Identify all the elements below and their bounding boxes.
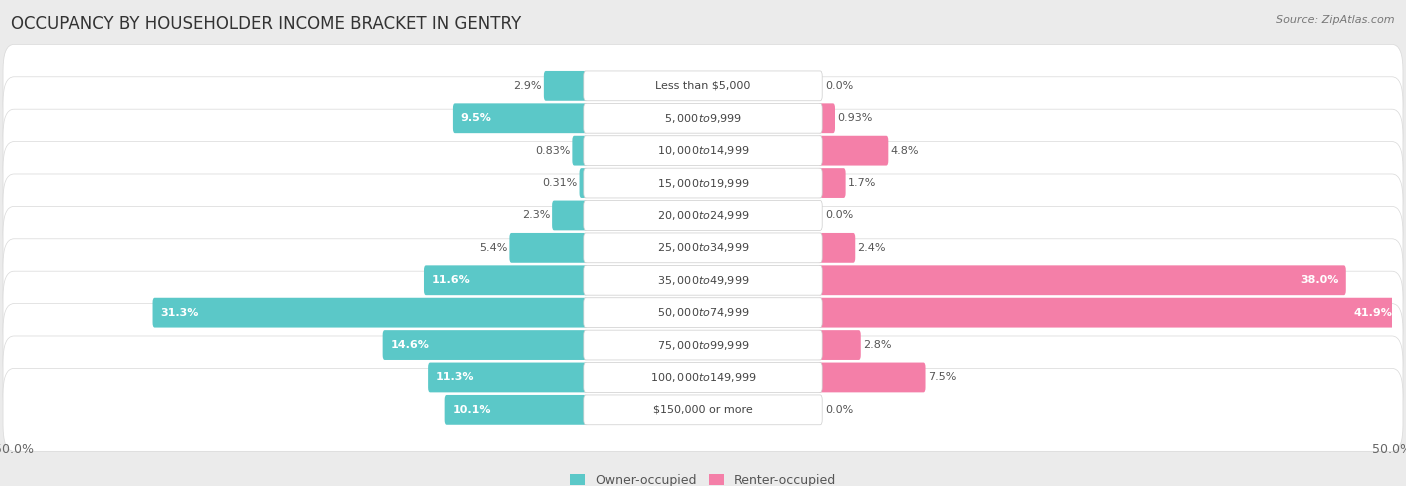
FancyBboxPatch shape bbox=[818, 104, 835, 133]
Text: 0.83%: 0.83% bbox=[534, 146, 571, 156]
Text: 2.9%: 2.9% bbox=[513, 81, 541, 91]
Text: 2.4%: 2.4% bbox=[858, 243, 886, 253]
Text: 0.0%: 0.0% bbox=[825, 405, 853, 415]
Text: $75,000 to $99,999: $75,000 to $99,999 bbox=[657, 339, 749, 351]
Legend: Owner-occupied, Renter-occupied: Owner-occupied, Renter-occupied bbox=[565, 469, 841, 486]
Text: 10.1%: 10.1% bbox=[453, 405, 491, 415]
FancyBboxPatch shape bbox=[583, 201, 823, 230]
Text: 41.9%: 41.9% bbox=[1353, 308, 1392, 318]
FancyBboxPatch shape bbox=[583, 298, 823, 328]
FancyBboxPatch shape bbox=[3, 44, 1403, 127]
Text: $25,000 to $34,999: $25,000 to $34,999 bbox=[657, 242, 749, 254]
FancyBboxPatch shape bbox=[572, 136, 588, 166]
FancyBboxPatch shape bbox=[3, 368, 1403, 451]
FancyBboxPatch shape bbox=[818, 233, 855, 263]
FancyBboxPatch shape bbox=[3, 174, 1403, 257]
FancyBboxPatch shape bbox=[583, 168, 823, 198]
Text: 0.0%: 0.0% bbox=[825, 210, 853, 221]
FancyBboxPatch shape bbox=[453, 104, 588, 133]
FancyBboxPatch shape bbox=[583, 330, 823, 360]
Text: 11.6%: 11.6% bbox=[432, 275, 471, 285]
FancyBboxPatch shape bbox=[3, 141, 1403, 225]
FancyBboxPatch shape bbox=[818, 136, 889, 166]
Text: 0.31%: 0.31% bbox=[543, 178, 578, 188]
FancyBboxPatch shape bbox=[583, 136, 823, 166]
FancyBboxPatch shape bbox=[583, 395, 823, 425]
FancyBboxPatch shape bbox=[444, 395, 588, 425]
Text: $10,000 to $14,999: $10,000 to $14,999 bbox=[657, 144, 749, 157]
FancyBboxPatch shape bbox=[3, 207, 1403, 289]
FancyBboxPatch shape bbox=[583, 71, 823, 101]
FancyBboxPatch shape bbox=[579, 168, 588, 198]
Text: 38.0%: 38.0% bbox=[1299, 275, 1339, 285]
FancyBboxPatch shape bbox=[3, 336, 1403, 419]
FancyBboxPatch shape bbox=[583, 363, 823, 392]
Text: $15,000 to $19,999: $15,000 to $19,999 bbox=[657, 176, 749, 190]
Text: $150,000 or more: $150,000 or more bbox=[654, 405, 752, 415]
Text: 11.3%: 11.3% bbox=[436, 372, 474, 382]
FancyBboxPatch shape bbox=[818, 363, 925, 392]
FancyBboxPatch shape bbox=[3, 109, 1403, 192]
Text: $100,000 to $149,999: $100,000 to $149,999 bbox=[650, 371, 756, 384]
Text: 2.3%: 2.3% bbox=[522, 210, 550, 221]
Text: 7.5%: 7.5% bbox=[928, 372, 956, 382]
FancyBboxPatch shape bbox=[427, 363, 588, 392]
FancyBboxPatch shape bbox=[509, 233, 588, 263]
Text: 1.7%: 1.7% bbox=[848, 178, 876, 188]
Text: OCCUPANCY BY HOUSEHOLDER INCOME BRACKET IN GENTRY: OCCUPANCY BY HOUSEHOLDER INCOME BRACKET … bbox=[11, 15, 522, 33]
FancyBboxPatch shape bbox=[553, 201, 588, 230]
Text: 2.8%: 2.8% bbox=[863, 340, 891, 350]
FancyBboxPatch shape bbox=[583, 104, 823, 133]
Text: 0.93%: 0.93% bbox=[837, 113, 873, 123]
FancyBboxPatch shape bbox=[3, 77, 1403, 160]
FancyBboxPatch shape bbox=[3, 239, 1403, 322]
FancyBboxPatch shape bbox=[583, 265, 823, 295]
FancyBboxPatch shape bbox=[818, 168, 845, 198]
FancyBboxPatch shape bbox=[818, 298, 1399, 328]
Text: $35,000 to $49,999: $35,000 to $49,999 bbox=[657, 274, 749, 287]
FancyBboxPatch shape bbox=[425, 265, 588, 295]
Text: $50,000 to $74,999: $50,000 to $74,999 bbox=[657, 306, 749, 319]
Text: Less than $5,000: Less than $5,000 bbox=[655, 81, 751, 91]
FancyBboxPatch shape bbox=[382, 330, 588, 360]
FancyBboxPatch shape bbox=[818, 265, 1346, 295]
Text: 4.8%: 4.8% bbox=[890, 146, 920, 156]
Text: $5,000 to $9,999: $5,000 to $9,999 bbox=[664, 112, 742, 125]
Text: $20,000 to $24,999: $20,000 to $24,999 bbox=[657, 209, 749, 222]
Text: 14.6%: 14.6% bbox=[391, 340, 429, 350]
FancyBboxPatch shape bbox=[818, 330, 860, 360]
Text: Source: ZipAtlas.com: Source: ZipAtlas.com bbox=[1277, 15, 1395, 25]
FancyBboxPatch shape bbox=[583, 233, 823, 263]
Text: 9.5%: 9.5% bbox=[461, 113, 491, 123]
Text: 31.3%: 31.3% bbox=[160, 308, 198, 318]
Text: 0.0%: 0.0% bbox=[825, 81, 853, 91]
FancyBboxPatch shape bbox=[152, 298, 588, 328]
Text: 5.4%: 5.4% bbox=[479, 243, 508, 253]
FancyBboxPatch shape bbox=[3, 271, 1403, 354]
FancyBboxPatch shape bbox=[3, 304, 1403, 386]
FancyBboxPatch shape bbox=[544, 71, 588, 101]
